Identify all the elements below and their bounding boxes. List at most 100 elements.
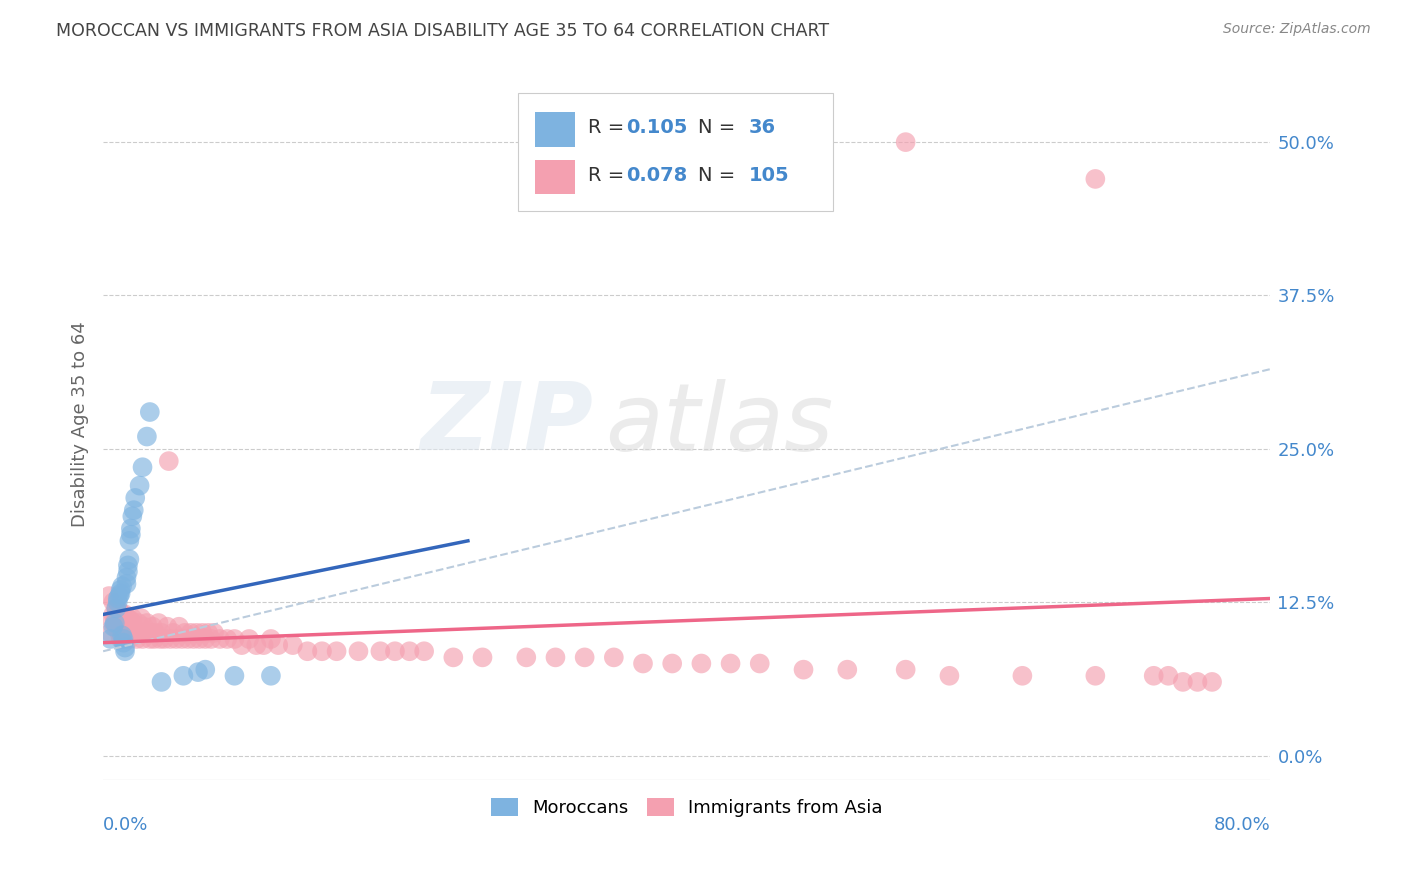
Point [194, 632, 217, 646]
Point [1143, 669, 1166, 683]
Text: MOROCCAN VS IMMIGRANTS FROM ASIA DISABILITY AGE 35 TO 64 CORRELATION CHART: MOROCCAN VS IMMIGRANTS FROM ASIA DISABIL… [56, 22, 830, 40]
Point [231, 638, 253, 652]
Point [104, 620, 127, 634]
Point [145, 625, 167, 640]
Point [162, 625, 184, 640]
Text: ZIP: ZIP [420, 378, 593, 470]
Point [117, 625, 139, 640]
Point [441, 650, 464, 665]
Point [108, 589, 131, 603]
Point [114, 640, 136, 655]
Point [894, 135, 917, 149]
Point [124, 491, 146, 505]
Point [103, 595, 125, 609]
Point [148, 615, 170, 630]
Point [127, 615, 149, 630]
Point [894, 663, 917, 677]
Point [413, 644, 436, 658]
Point [370, 644, 392, 658]
Point [281, 638, 304, 652]
Point [118, 552, 141, 566]
Point [260, 632, 283, 646]
Point [297, 644, 319, 658]
Point [153, 632, 176, 646]
Text: R =: R = [588, 166, 630, 185]
Point [115, 615, 138, 630]
Point [792, 663, 814, 677]
Point [172, 669, 194, 683]
Text: 36: 36 [748, 118, 776, 137]
FancyBboxPatch shape [536, 160, 575, 194]
Point [544, 650, 567, 665]
Point [110, 620, 132, 634]
Point [165, 632, 187, 646]
Point [157, 454, 180, 468]
Point [98, 589, 121, 603]
Text: 0.078: 0.078 [626, 166, 688, 185]
Point [117, 611, 139, 625]
Point [139, 632, 162, 646]
Y-axis label: Disability Age 35 to 64: Disability Age 35 to 64 [72, 321, 89, 527]
Point [149, 632, 172, 646]
Point [125, 632, 148, 646]
Point [1084, 669, 1107, 683]
Point [170, 632, 193, 646]
Point [173, 625, 195, 640]
Point [112, 632, 135, 646]
Point [1157, 669, 1180, 683]
Point [108, 604, 131, 618]
Point [118, 632, 141, 646]
Point [197, 625, 219, 640]
Point [1084, 172, 1107, 186]
Point [111, 614, 134, 628]
Text: atlas: atlas [605, 379, 834, 470]
Point [661, 657, 683, 671]
Point [150, 674, 173, 689]
Point [150, 625, 173, 640]
Point [114, 644, 136, 658]
Point [260, 669, 283, 683]
Point [107, 591, 129, 606]
Point [122, 503, 145, 517]
Point [748, 657, 770, 671]
Point [720, 657, 742, 671]
Point [115, 576, 138, 591]
Point [129, 611, 152, 625]
Point [131, 460, 153, 475]
Point [134, 625, 156, 640]
Point [111, 628, 134, 642]
Point [121, 615, 143, 630]
Point [1187, 674, 1209, 689]
Point [103, 620, 125, 634]
Point [114, 607, 136, 622]
Point [112, 620, 135, 634]
Point [132, 620, 155, 634]
Point [120, 522, 142, 536]
FancyBboxPatch shape [536, 112, 575, 147]
Text: 105: 105 [748, 166, 789, 185]
Point [167, 620, 190, 634]
Point [1201, 674, 1223, 689]
Point [120, 614, 142, 628]
Point [103, 607, 125, 622]
Point [191, 625, 214, 640]
Point [603, 650, 626, 665]
Point [107, 611, 129, 625]
Point [111, 579, 134, 593]
Point [398, 644, 420, 658]
Point [105, 601, 128, 615]
Point [120, 625, 142, 640]
Point [131, 632, 153, 646]
Text: Source: ZipAtlas.com: Source: ZipAtlas.com [1223, 22, 1371, 37]
Point [224, 669, 246, 683]
Point [108, 625, 131, 640]
Text: N =: N = [699, 118, 735, 137]
Point [115, 571, 138, 585]
Point [112, 625, 135, 640]
Point [110, 586, 132, 600]
Point [186, 625, 208, 640]
Point [631, 657, 654, 671]
Point [100, 632, 122, 646]
Point [110, 632, 132, 646]
Point [121, 509, 143, 524]
